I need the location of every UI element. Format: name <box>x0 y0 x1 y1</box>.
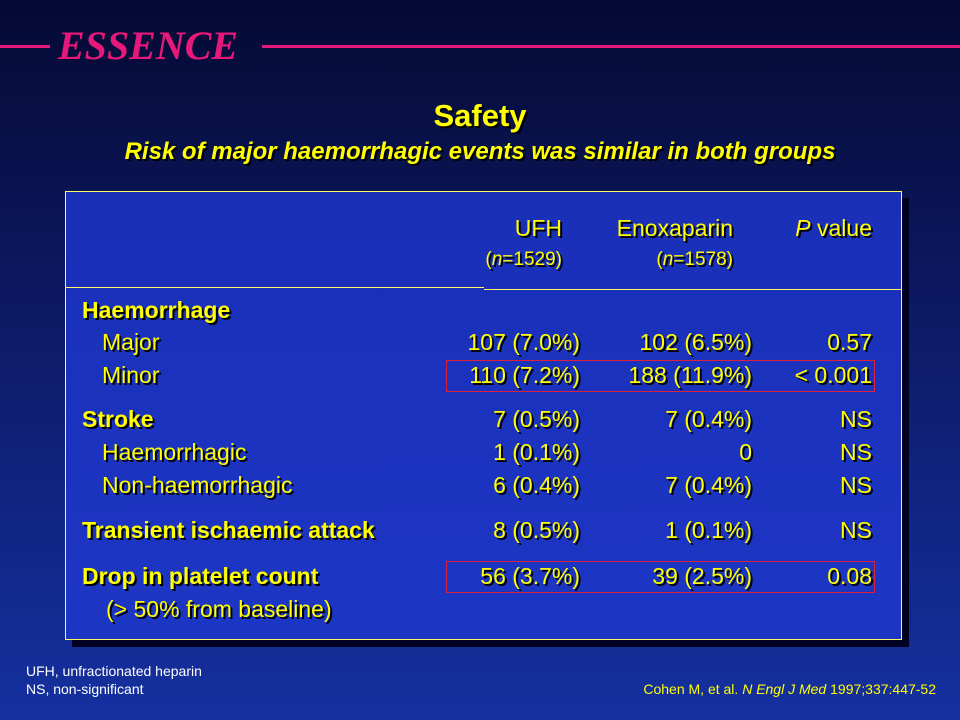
cell-major-ufh: 107 (7.0%) <box>467 329 580 355</box>
title-rule-right <box>262 45 960 48</box>
cell-major-p: 0.57 <box>827 329 872 355</box>
cell-stroke-ufh: 7 (0.5%) <box>493 406 580 432</box>
row-label-non-haemorrhagic: Non-haemorrhagic <box>102 472 293 498</box>
citation: Cohen M, et al. N Engl J Med 1997;337:44… <box>643 681 936 697</box>
header-divider-left <box>66 287 484 288</box>
highlight-platelet-row <box>446 561 875 593</box>
row-label-haemorrhagic: Haemorrhagic <box>102 439 247 465</box>
column-header-enoxaparin: Enoxaparin <box>616 215 733 241</box>
cell-non-haemorrhagic-enoxaparin: 7 (0.4%) <box>665 472 752 498</box>
cell-non-haemorrhagic-ufh: 6 (0.4%) <box>493 472 580 498</box>
column-n-enoxaparin: (n=1578) <box>656 249 733 270</box>
cell-platelet-ufh: 56 (3.7%) <box>480 563 580 589</box>
cell-non-haemorrhagic-p: NS <box>840 472 872 498</box>
row-label-major: Major <box>102 329 160 355</box>
cell-minor-p: < 0.001 <box>794 362 872 388</box>
cell-stroke-p: NS <box>840 406 872 432</box>
brand-title: ESSENCE <box>58 23 239 68</box>
row-label-tia: Transient ischaemic attack <box>82 517 375 543</box>
footnote-ufh: UFH, unfractionated heparin <box>26 663 202 679</box>
row-label-platelet-drop: Drop in platelet count <box>82 563 319 589</box>
cell-stroke-enoxaparin: 7 (0.4%) <box>665 406 752 432</box>
cell-platelet-p: 0.08 <box>827 563 872 589</box>
title-rule-left <box>0 45 50 48</box>
highlight-minor-row <box>446 360 875 392</box>
cell-haemorrhagic-enoxaparin: 0 <box>739 439 752 465</box>
cell-tia-ufh: 8 (0.5%) <box>493 517 580 543</box>
safety-table: UFH (n=1529) Enoxaparin (n=1578) P value… <box>65 191 902 640</box>
column-header-p-value: P value <box>795 215 872 241</box>
cell-major-enoxaparin: 102 (6.5%) <box>639 329 752 355</box>
row-label-platelet-note: (> 50% from baseline) <box>106 596 332 622</box>
cell-haemorrhagic-p: NS <box>840 439 872 465</box>
row-label-minor: Minor <box>102 362 160 388</box>
slide-subheading: Risk of major haemorrhagic events was si… <box>124 138 836 165</box>
column-n-ufh: (n=1529) <box>485 249 562 270</box>
cell-haemorrhagic-ufh: 1 (0.1%) <box>493 439 580 465</box>
row-label-haemorrhage: Haemorrhage <box>82 297 231 323</box>
cell-platelet-enoxaparin: 39 (2.5%) <box>652 563 752 589</box>
row-label-stroke: Stroke <box>82 406 154 432</box>
column-header-ufh: UFH <box>514 215 562 241</box>
cell-minor-enoxaparin: 188 (11.9%) <box>628 362 752 388</box>
cell-minor-ufh: 110 (7.2%) <box>469 362 580 388</box>
header-divider-right <box>484 289 901 290</box>
cell-tia-enoxaparin: 1 (0.1%) <box>665 517 752 543</box>
cell-tia-p: NS <box>840 517 872 543</box>
footnote-ns: NS, non-significant <box>26 681 144 697</box>
slide-heading: Safety <box>433 98 527 133</box>
